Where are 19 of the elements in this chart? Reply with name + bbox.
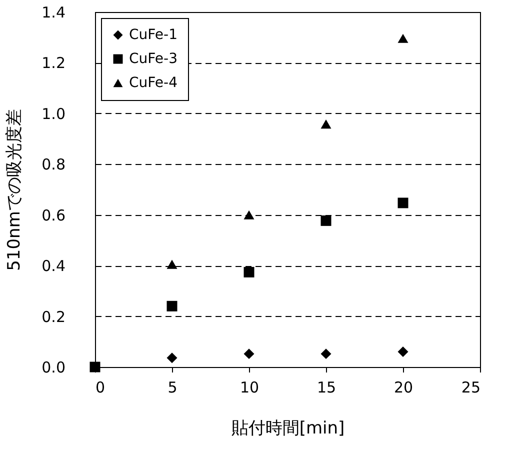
x-tick-label: 10 [240,378,260,396]
y-tick-label: 1.0 [42,104,66,123]
y-tick-label: 1.4 [42,4,66,22]
legend-label: CuFe-4 [129,75,178,91]
y-tick-label: 0.6 [42,206,66,224]
x-tick-label: 25 [461,378,480,396]
legend-label: CuFe-3 [129,51,178,67]
legend-label: CuFe-1 [129,27,178,43]
y-axis-title: 510nmでの吸光度差 [4,109,25,271]
y-tick-label: 0.0 [42,358,66,376]
y-tick-label: 0.8 [42,156,66,174]
y-tick-label: 1.2 [42,54,66,72]
x-axis-title: 貼付時間[min] [231,418,345,438]
x-tick-label: 0 [96,378,106,396]
x-tick-label: 5 [168,378,178,396]
y-tick-label: 0.4 [42,257,66,276]
x-tick-label: 15 [316,378,336,396]
x-tick-label: 20 [394,378,414,396]
y-tick-label: 0.2 [42,308,66,326]
